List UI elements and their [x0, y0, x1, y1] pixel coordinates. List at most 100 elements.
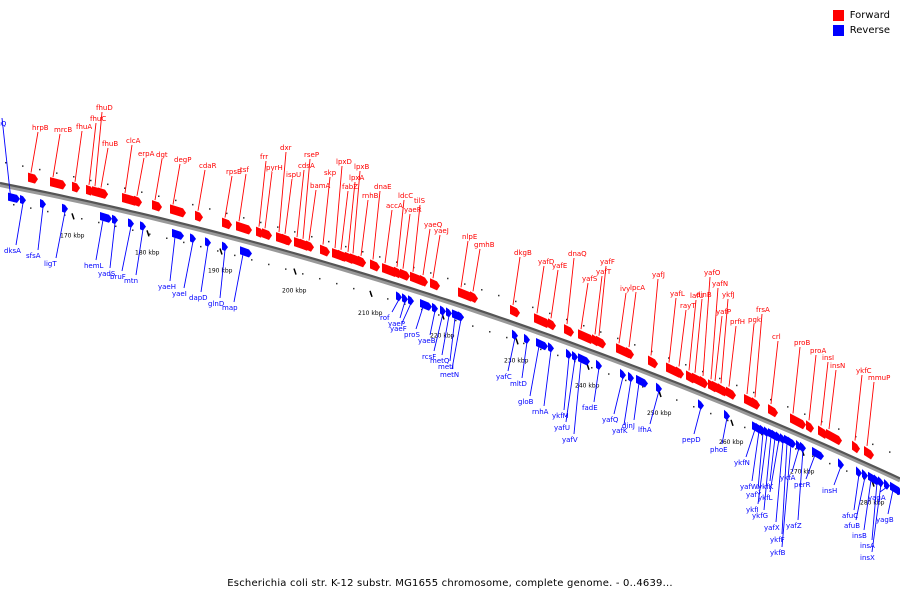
scale-dot — [47, 210, 49, 213]
gene-leader-forward — [264, 171, 273, 229]
gene-arrow-reverse — [524, 333, 530, 344]
gene-label-reverse: yafK — [612, 427, 628, 435]
scale-dot — [319, 277, 321, 280]
scale-dot — [676, 399, 678, 401]
gene-arrow-reverse — [636, 374, 648, 388]
scale-dot — [260, 221, 262, 224]
gene-label-forward: mmuP — [868, 374, 890, 382]
gene-label-reverse: yafY — [746, 491, 762, 499]
gene-arrow-reverse — [432, 302, 438, 313]
forward-swatch — [832, 10, 844, 21]
gene-arrow-reverse — [458, 311, 464, 322]
gene-label-forward: cdaR — [199, 162, 217, 170]
gene-arrow-forward — [338, 249, 346, 262]
gene-leader-forward — [52, 133, 61, 178]
gene-arrow-forward — [430, 278, 440, 291]
gene-arrow-reverse — [698, 399, 704, 410]
gene-label-reverse: ykfL — [758, 494, 773, 502]
gene-leader-reverse — [797, 449, 804, 521]
gene-leader-reverse — [693, 407, 702, 435]
scale-dot — [583, 324, 585, 327]
gene-arrow-reverse — [222, 241, 228, 252]
gene-label-forward: nlpE — [462, 233, 477, 241]
gene-leader-forward — [284, 178, 293, 234]
gene-leader-reverse — [415, 306, 424, 330]
gene-arrow-reverse — [724, 409, 730, 421]
kbp-tick — [293, 268, 297, 275]
gene-leader-forward — [74, 130, 83, 182]
gene-leader-forward — [828, 369, 837, 430]
gene-leader-forward — [550, 269, 559, 319]
scale-dot — [557, 354, 559, 357]
scale-dot — [642, 386, 644, 388]
gene-label-reverse: metN — [440, 371, 459, 379]
gene-arrow-forward — [282, 233, 290, 245]
gene-leader-reverse — [55, 211, 66, 259]
gene-label-reverse: yafW — [740, 483, 758, 491]
gene-label-forward: rnhB — [362, 192, 379, 200]
gene-label-forward: frsA — [756, 306, 770, 314]
gene-leader-reverse — [613, 376, 624, 415]
gene-label-reverse: perR — [794, 481, 811, 489]
gene-arrow-forward — [28, 172, 38, 184]
gene-arrow-forward — [768, 404, 778, 418]
gene-label-reverse: ykfG — [752, 512, 768, 520]
scale-dot — [353, 287, 355, 290]
gene-leader-reverse — [879, 486, 888, 493]
scale-dot — [549, 312, 551, 315]
gene-label-forward: fhuA — [76, 123, 92, 131]
scale-dot — [328, 240, 330, 243]
scale-dot — [277, 226, 279, 228]
scale-dot — [464, 283, 466, 285]
gene-leader-forward — [197, 169, 206, 211]
gene-leader-forward — [172, 163, 181, 205]
gene-arrow-forward — [700, 376, 708, 389]
scale-dot — [13, 203, 15, 206]
gene-arrow-forward — [420, 275, 428, 287]
gene-label-forward: fhuC — [90, 115, 106, 123]
scale-dot — [787, 406, 789, 408]
gene-label-reverse: yaeF — [390, 325, 407, 333]
scale-dot — [73, 176, 75, 178]
gene-label-reverse: metQ — [430, 357, 450, 365]
gene-arrow-forward — [306, 240, 314, 252]
scale-dot — [107, 183, 109, 186]
gene-leader-forward — [372, 190, 381, 260]
gene-arrow-forward — [262, 228, 272, 240]
gene-arrow-forward — [564, 324, 574, 337]
gene-leader-reverse — [805, 454, 816, 480]
gene-arrow-reverse — [112, 214, 118, 225]
gene-leader-forward — [322, 176, 331, 245]
gene-arrow-forward — [534, 313, 550, 328]
gene-label-reverse: insB — [852, 532, 867, 540]
gene-leader-forward — [412, 204, 421, 272]
scale-dot — [668, 357, 670, 359]
kbp-label: 210 kbp — [358, 310, 383, 317]
gene-leader-forward — [854, 374, 863, 441]
gene-arrow-reverse — [205, 237, 211, 247]
scale-dot — [362, 250, 364, 253]
kbp-label: 190 kbp — [208, 268, 233, 275]
gene-arrow-reverse — [884, 479, 890, 490]
gene-label-reverse: hemL — [84, 262, 104, 270]
gene-arrow-reverse — [402, 293, 408, 304]
gene-leader-reverse — [183, 241, 194, 289]
gene-label-reverse: dksA — [4, 247, 21, 255]
gene-label-forward: lpcA — [630, 284, 645, 292]
gene-label-forward: yafJ — [652, 271, 665, 279]
kbp-label: 280 kbp — [860, 500, 885, 507]
scale-dot — [719, 377, 721, 380]
gene-leader-forward — [728, 325, 737, 387]
gene-arrow-reverse — [8, 192, 20, 203]
gene-arrow-forward — [548, 318, 556, 331]
gene-arrow-forward — [470, 291, 478, 303]
gene-label-reverse: yagB — [876, 516, 894, 524]
gene-label-forward: lafU — [690, 292, 704, 300]
gene-leader-forward — [650, 278, 659, 356]
gene-leader-reverse — [775, 441, 784, 523]
gene-arrow-forward — [676, 366, 684, 379]
gene-arrow-forward — [818, 425, 828, 439]
gene-label-reverse: yafQ — [602, 416, 619, 424]
gene-arrow-forward — [806, 420, 814, 433]
gene-label-reverse: yafV — [562, 436, 578, 444]
